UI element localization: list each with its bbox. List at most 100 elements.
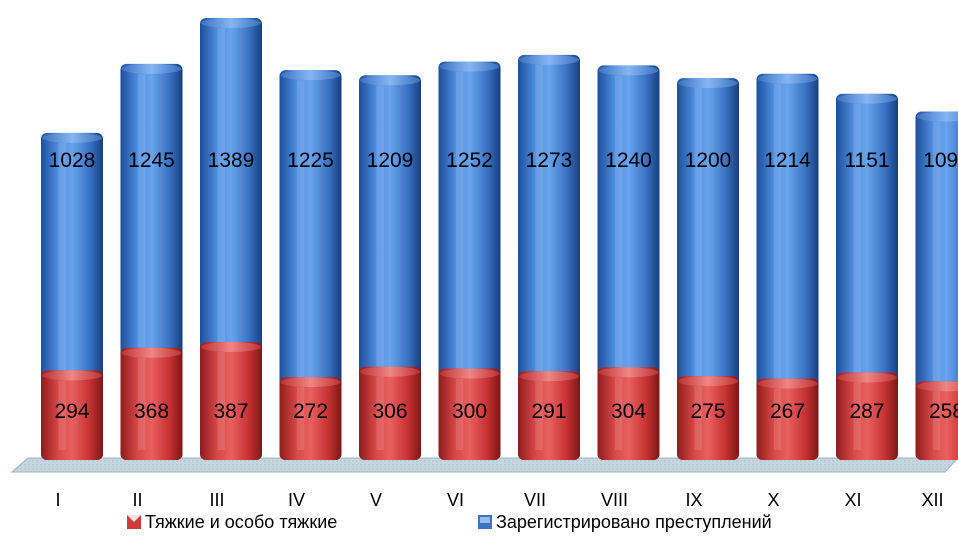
bar-serious-4-cap: [280, 377, 341, 388]
bar-serious-9-cap: [678, 376, 738, 387]
x-tick-9: IX: [685, 490, 702, 510]
label-registered-11: 1151: [844, 149, 889, 172]
x-tick-2: II: [132, 490, 142, 510]
bar-serious-12-body: [915, 381, 958, 460]
bar-registered-11-cap: [837, 93, 897, 104]
x-tick-7: VII: [524, 490, 546, 510]
bar-serious-9-body: [677, 376, 739, 460]
bar-serious-2: [120, 347, 183, 460]
label-registered-7: 1273: [526, 149, 573, 172]
bar-serious-9-highlight: [694, 386, 702, 450]
bar-registered-10: [756, 73, 819, 460]
bar-registered-3-cap: [201, 18, 261, 28]
bar-registered-1-cap: [42, 132, 102, 143]
bar-serious-3-body: [200, 342, 262, 460]
bar-registered-7-highlight: [535, 64, 543, 450]
bar-serious-6-highlight: [455, 378, 464, 450]
bar-serious-7-highlight: [535, 381, 543, 450]
bar-serious-4: [279, 377, 342, 460]
bar-serious-12-highlight: [932, 391, 941, 450]
bar-serious-3-cap: [201, 342, 261, 352]
bar-serious-1-highlight: [58, 380, 66, 450]
bar-serious-10-highlight: [773, 388, 782, 450]
bar-serious-6: [438, 368, 501, 460]
bar-registered-12-cap: [916, 111, 958, 122]
bar-registered-6-body: [438, 61, 501, 460]
bar-serious-12-cap: [916, 381, 958, 392]
bar-serious-3-highlight: [217, 352, 225, 450]
label-serious-5: 306: [372, 400, 407, 423]
legend-item-registered: Зарегистрировано преступлений: [478, 512, 772, 532]
label-serious-7: 291: [531, 400, 566, 423]
bar-serious-2-body: [120, 347, 183, 460]
x-tick-4: IV: [288, 490, 305, 510]
label-registered-8: 1240: [605, 149, 652, 172]
x-tick-3: III: [209, 490, 224, 510]
bar-serious-1-body: [41, 370, 103, 460]
bar-serious-2-highlight: [137, 357, 146, 450]
bar-serious-2-cap: [121, 347, 182, 358]
label-registered-6: 1252: [446, 149, 493, 172]
bar-registered-2-cap: [121, 63, 182, 74]
legend-label-serious: Тяжкие и особо тяжкие: [145, 512, 337, 532]
bar-registered-4-body: [279, 70, 342, 460]
bar-registered-4: [279, 70, 342, 460]
bar-registered-7-cap: [519, 54, 579, 65]
bar-registered-6: [438, 61, 501, 460]
bar-serious-6-body: [438, 368, 501, 460]
bar-serious-7-body: [518, 371, 580, 460]
bar-registered-7-body: [518, 54, 580, 460]
label-serious-2: 368: [134, 400, 169, 423]
series-serious: [41, 342, 958, 460]
x-tick-8: VIII: [601, 490, 628, 510]
bar-serious-8-highlight: [614, 377, 623, 450]
bar-registered-5-highlight: [376, 85, 384, 450]
bar-serious-8-body: [597, 367, 660, 460]
bar-registered-1-highlight: [58, 142, 66, 451]
bar-serious-11-body: [836, 372, 898, 460]
bar-serious-11: [836, 372, 898, 460]
label-registered-4: 1225: [287, 149, 334, 172]
bar-registered-11: [836, 93, 898, 461]
bar-registered-9-highlight: [694, 88, 702, 450]
x-tick-5: V: [370, 490, 382, 510]
bar-registered-9: [677, 78, 739, 460]
bar-registered-12-body: [915, 111, 958, 460]
bar-registered-10-highlight: [773, 83, 782, 450]
bar-serious-10: [756, 378, 819, 460]
bar-serious-6-cap: [439, 368, 500, 379]
bar-registered-8-cap: [598, 65, 659, 76]
bar-serious-10-cap: [757, 378, 818, 389]
label-serious-12: 258: [929, 400, 958, 423]
legend: Тяжкие и особо тяжкие Зарегистрировано п…: [127, 512, 772, 532]
label-registered-1: 1028: [49, 149, 96, 172]
legend-swatch-highlight-registered: [480, 517, 490, 523]
bar-registered-3-highlight: [217, 28, 225, 450]
label-registered-9: 1200: [685, 149, 732, 172]
label-registered-2: 1245: [128, 149, 175, 172]
bar-registered-8-highlight: [614, 75, 623, 450]
bar-serious-12: [915, 381, 958, 460]
bar-serious-5: [359, 366, 421, 460]
bar-serious-3: [200, 342, 262, 460]
x-tick-6: VI: [447, 490, 464, 510]
bar-serious-8: [597, 367, 660, 460]
bar-registered-6-highlight: [455, 71, 464, 450]
bar-registered-8-body: [597, 65, 660, 460]
bar-serious-5-highlight: [376, 376, 384, 450]
bar-registered-4-cap: [280, 70, 341, 81]
bar-registered-5-cap: [360, 75, 420, 86]
bar-registered-10-body: [756, 73, 819, 460]
x-tick-1: I: [55, 490, 60, 510]
bar-serious-7-cap: [519, 371, 579, 382]
bar-registered-8: [597, 65, 660, 460]
bar-serious-9: [677, 376, 739, 460]
legend-swatch-notch-serious: [127, 515, 141, 522]
bar-registered-12: [915, 111, 958, 460]
label-serious-6: 300: [452, 400, 487, 423]
label-registered-12: 1095: [923, 149, 958, 172]
bar-serious-4-highlight: [296, 387, 305, 450]
chart-floor: [10, 457, 958, 473]
bar-registered-7: [518, 54, 580, 460]
bar-registered-9-cap: [678, 78, 738, 89]
